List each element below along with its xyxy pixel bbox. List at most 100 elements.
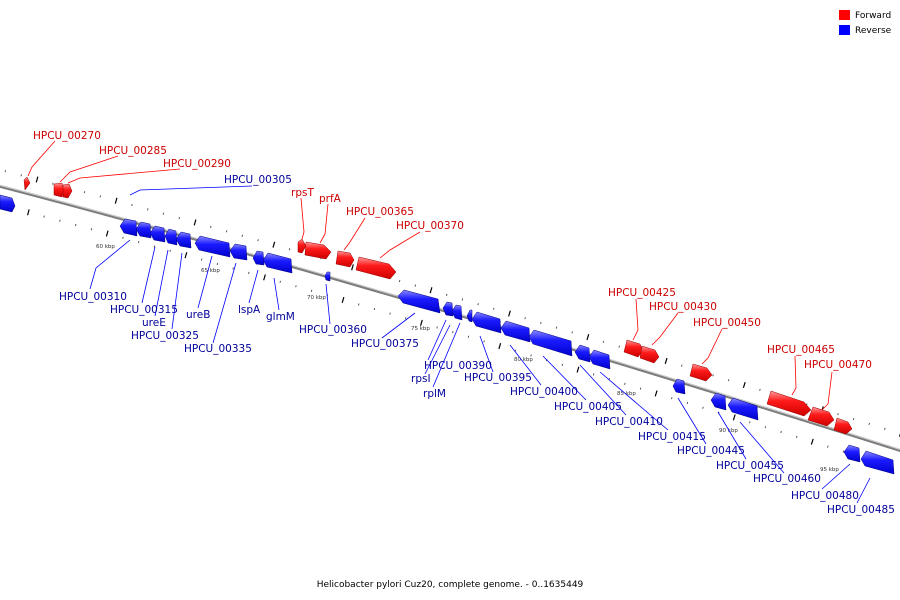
tick-mark [420, 319, 423, 326]
tick-mark [83, 191, 86, 194]
tick-mark [429, 287, 433, 294]
gene-hpcu-00270[interactable] [23, 176, 31, 191]
gene-ureB[interactable] [175, 231, 192, 249]
gene-hpcu-00455[interactable] [710, 392, 727, 411]
gene-hpcu-00365[interactable] [335, 250, 355, 268]
gene-hpcu-00470[interactable] [807, 406, 835, 427]
gene-hpcu-00290[interactable] [62, 183, 73, 199]
tick-mark [147, 208, 149, 211]
gene-hpcu-00405[interactable] [528, 329, 573, 357]
leader-hpcu-00370 [379, 231, 421, 259]
reverse-genes [0, 194, 895, 475]
tick-label-80kbp: 80 kbp [514, 357, 533, 363]
gene-hpcu-00375[interactable] [397, 289, 441, 314]
label-hpcu-00305: HPCU_00305 [224, 174, 292, 186]
leader-ureE [154, 249, 169, 317]
gene-lspA[interactable] [252, 250, 265, 266]
leader-glmM [273, 277, 280, 311]
leader-hpcu-00285 [59, 155, 119, 183]
gene-hpcu-00410[interactable] [574, 344, 591, 363]
gene-hpcu-00390[interactable] [466, 309, 473, 323]
tick-mark [373, 307, 376, 311]
tick-mark [868, 422, 870, 426]
tick-mark [20, 174, 22, 177]
label-rplM: rplM [423, 388, 446, 400]
label-hpcu-00360: HPCU_00360 [299, 324, 367, 336]
tick-mark [827, 445, 829, 448]
leader-rpsI [424, 324, 451, 375]
leader-hpcu-00310 [89, 239, 131, 290]
leader-hpcu-00450 [701, 328, 723, 365]
tick-mark [686, 401, 689, 405]
label-hpcu-00375: HPCU_00375 [351, 338, 419, 350]
leader-hpcu-00305 [129, 185, 253, 196]
leader-hpcu-00430 [651, 312, 679, 346]
tick-mark [810, 438, 814, 445]
tick-mark [169, 249, 171, 252]
tick-mark [446, 293, 448, 296]
gene-hpcu-00460[interactable] [727, 397, 759, 421]
tick-mark [162, 212, 165, 215]
tick-mark [759, 388, 761, 391]
tick-mark [138, 241, 140, 244]
gene-hpcu-00315[interactable] [135, 221, 152, 239]
tick-mark [52, 182, 54, 185]
tick-mark [571, 331, 573, 334]
tick-mark [114, 197, 118, 204]
gene-hpcu-00325[interactable] [164, 228, 178, 246]
gene-hpcu-00400[interactable] [500, 320, 531, 343]
tick-mark [681, 364, 683, 367]
gene-hpcu-00310[interactable] [119, 218, 138, 237]
legend: Forward Reverse [839, 10, 892, 36]
label-ureB: ureB [186, 309, 210, 321]
leader-hpcu-00400 [509, 344, 542, 386]
tick-mark [4, 170, 7, 173]
gene-hpcu-00480[interactable] [843, 444, 861, 463]
leader-hpcu-00360 [325, 283, 331, 325]
tick-mark [200, 258, 203, 261]
gene-hpcu-00285[interactable] [53, 182, 65, 198]
gene-hpcu-00425[interactable] [623, 339, 644, 358]
label-hpcu-00465: HPCU_00465 [767, 344, 835, 356]
label-prfA: prfA [319, 193, 342, 205]
gene-prfA[interactable] [304, 241, 332, 260]
tick-mark [295, 285, 297, 288]
gene-rpsT[interactable] [297, 238, 307, 254]
tick-mark [498, 343, 502, 350]
gene-rplM[interactable] [451, 304, 463, 321]
tick-mark [461, 298, 464, 301]
tick-mark [493, 307, 495, 310]
legend-forward-label: Forward [855, 11, 891, 21]
tick-mark [524, 317, 526, 320]
legend-forward-swatch [839, 10, 850, 20]
gene-hpcu-00475[interactable] [833, 417, 853, 435]
gene-hpcu-00395[interactable] [471, 311, 502, 334]
gene-hpcu-00360[interactable] [324, 271, 331, 282]
leader-hpcu-00455 [717, 411, 747, 460]
label-hpcu-00395: HPCU_00395 [464, 372, 532, 384]
tick-mark [341, 296, 345, 303]
tick-mark [210, 225, 212, 228]
gene-hpcu-00445[interactable] [672, 378, 686, 395]
tick-mark [232, 267, 234, 270]
tick-mark [184, 252, 188, 259]
gene-hpcu-00485[interactable] [860, 450, 895, 475]
tick-mark [452, 331, 454, 334]
leader-hpcu-00390 [427, 319, 447, 361]
gene-hpcu-00335[interactable] [194, 235, 231, 258]
label-hpcu-00315: HPCU_00315 [110, 304, 178, 316]
gene-glmM[interactable] [262, 252, 293, 274]
gene-hpcu-00415[interactable] [588, 349, 611, 370]
gene-hpcu-00430[interactable] [639, 345, 660, 364]
gene-hpcu-00305[interactable] [0, 194, 16, 213]
gene-hpcu-00370[interactable] [355, 256, 397, 280]
tick-mark [193, 219, 197, 226]
tick-mark [780, 430, 782, 434]
gene-hpcu-00335b[interactable] [229, 243, 248, 261]
gene-rpsI[interactable] [442, 301, 454, 317]
label-lspA: lspA [238, 304, 261, 316]
gene-ureE[interactable] [149, 225, 166, 243]
tick-mark [602, 340, 605, 343]
gene-hpcu-00450[interactable] [689, 363, 713, 382]
gene-hpcu-00465[interactable] [766, 390, 812, 417]
